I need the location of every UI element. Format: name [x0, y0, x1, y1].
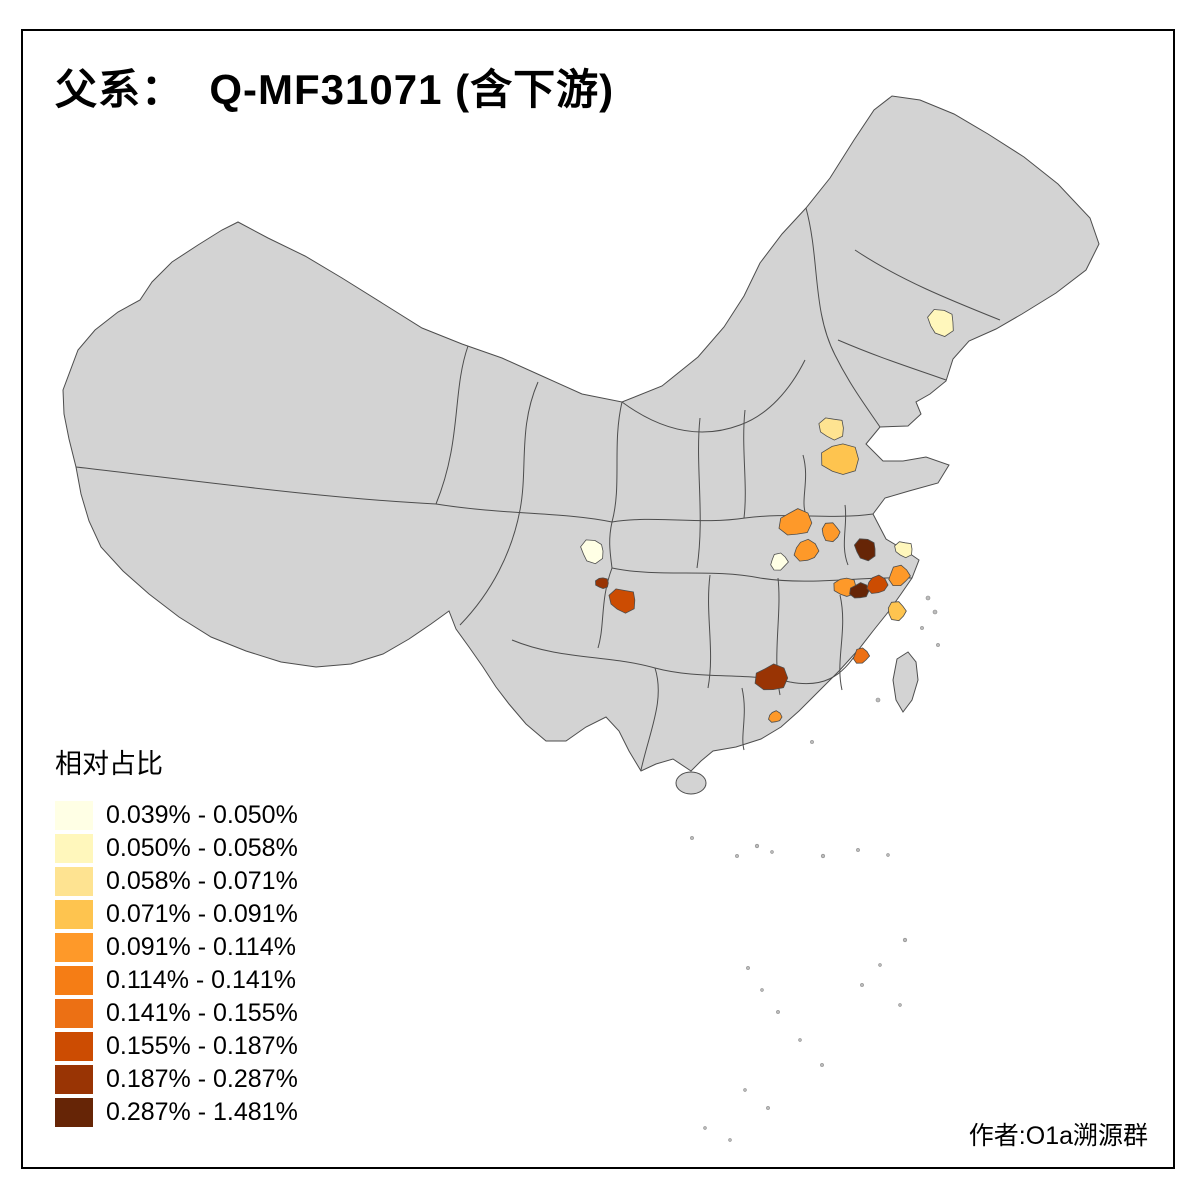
province-boundaries — [75, 207, 1001, 771]
legend-item: 0.141% - 0.155% — [55, 997, 298, 1030]
legend-swatch — [55, 900, 93, 929]
legend-label: 0.141% - 0.155% — [106, 999, 298, 1027]
map-region-highlight — [866, 574, 889, 594]
legend-label: 0.287% - 1.481% — [106, 1098, 298, 1126]
legend-item: 0.050% - 0.058% — [55, 832, 298, 865]
map-region-highlight — [887, 601, 907, 622]
map-region-highlight — [770, 552, 789, 571]
legend-label: 0.155% - 0.187% — [106, 1032, 298, 1060]
mainland-outline — [62, 95, 1100, 772]
islands — [675, 595, 940, 795]
legend-swatch — [55, 867, 93, 896]
legend-item: 0.039% - 0.050% — [55, 799, 298, 832]
legend: 相对占比 0.039% - 0.050% 0.050% - 0.058% 0.058… — [55, 742, 298, 1129]
plot-title: 父系： Q-MF31071 (含下游) — [55, 66, 615, 113]
legend-items: 0.039% - 0.050% 0.050% - 0.058% 0.058% - 0… — [55, 799, 298, 1129]
legend-item: 0.187% - 0.287% — [55, 1063, 298, 1096]
map-region-highlight — [927, 309, 954, 337]
map-region-highlight — [821, 522, 841, 543]
legend-item: 0.071% - 0.091% — [55, 898, 298, 931]
map-region-highlight — [754, 663, 789, 691]
legend-label: 0.187% - 0.287% — [106, 1065, 298, 1093]
map-region-highlight — [580, 539, 604, 565]
legend-swatch — [55, 966, 93, 995]
highlighted-regions — [580, 309, 954, 723]
legend-item: 0.287% - 1.481% — [55, 1096, 298, 1129]
legend-swatch — [55, 801, 93, 830]
legend-label: 0.039% - 0.050% — [106, 801, 298, 829]
map-region-highlight — [888, 564, 911, 586]
legend-item: 0.155% - 0.187% — [55, 1030, 298, 1063]
legend-swatch — [55, 1098, 93, 1127]
map-region-highlight — [894, 541, 913, 559]
legend-swatch — [55, 1032, 93, 1061]
legend-swatch — [55, 1065, 93, 1094]
map-region-highlight — [821, 443, 859, 475]
hainan-island — [675, 771, 707, 795]
legend-title: 相对占比 — [55, 749, 163, 779]
legend-item: 0.091% - 0.114% — [55, 931, 298, 964]
legend-label: 0.058% - 0.071% — [106, 867, 298, 895]
legend-label: 0.091% - 0.114% — [106, 933, 296, 961]
map-region-highlight — [793, 538, 820, 562]
map-region-highlight — [768, 710, 783, 723]
legend-label: 0.114% - 0.141% — [106, 966, 296, 994]
legend-item: 0.114% - 0.141% — [55, 964, 298, 997]
taiwan-island — [892, 651, 919, 713]
legend-label: 0.050% - 0.058% — [106, 834, 298, 862]
legend-swatch — [55, 834, 93, 863]
map-region-highlight — [849, 582, 870, 599]
legend-item: 0.058% - 0.071% — [55, 865, 298, 898]
map-region-highlight — [818, 417, 844, 441]
map-region-highlight — [852, 647, 871, 664]
legend-swatch — [55, 999, 93, 1028]
map-region-highlight — [608, 588, 636, 614]
legend-swatch — [55, 933, 93, 962]
south-sea-islets — [690, 836, 908, 1142]
map-region-highlight — [778, 508, 813, 536]
map-region-highlight — [853, 538, 876, 562]
map-region-highlight — [595, 577, 609, 590]
attribution: 作者:O1a溯源群 — [968, 1122, 1148, 1150]
legend-label: 0.071% - 0.091% — [106, 900, 298, 928]
